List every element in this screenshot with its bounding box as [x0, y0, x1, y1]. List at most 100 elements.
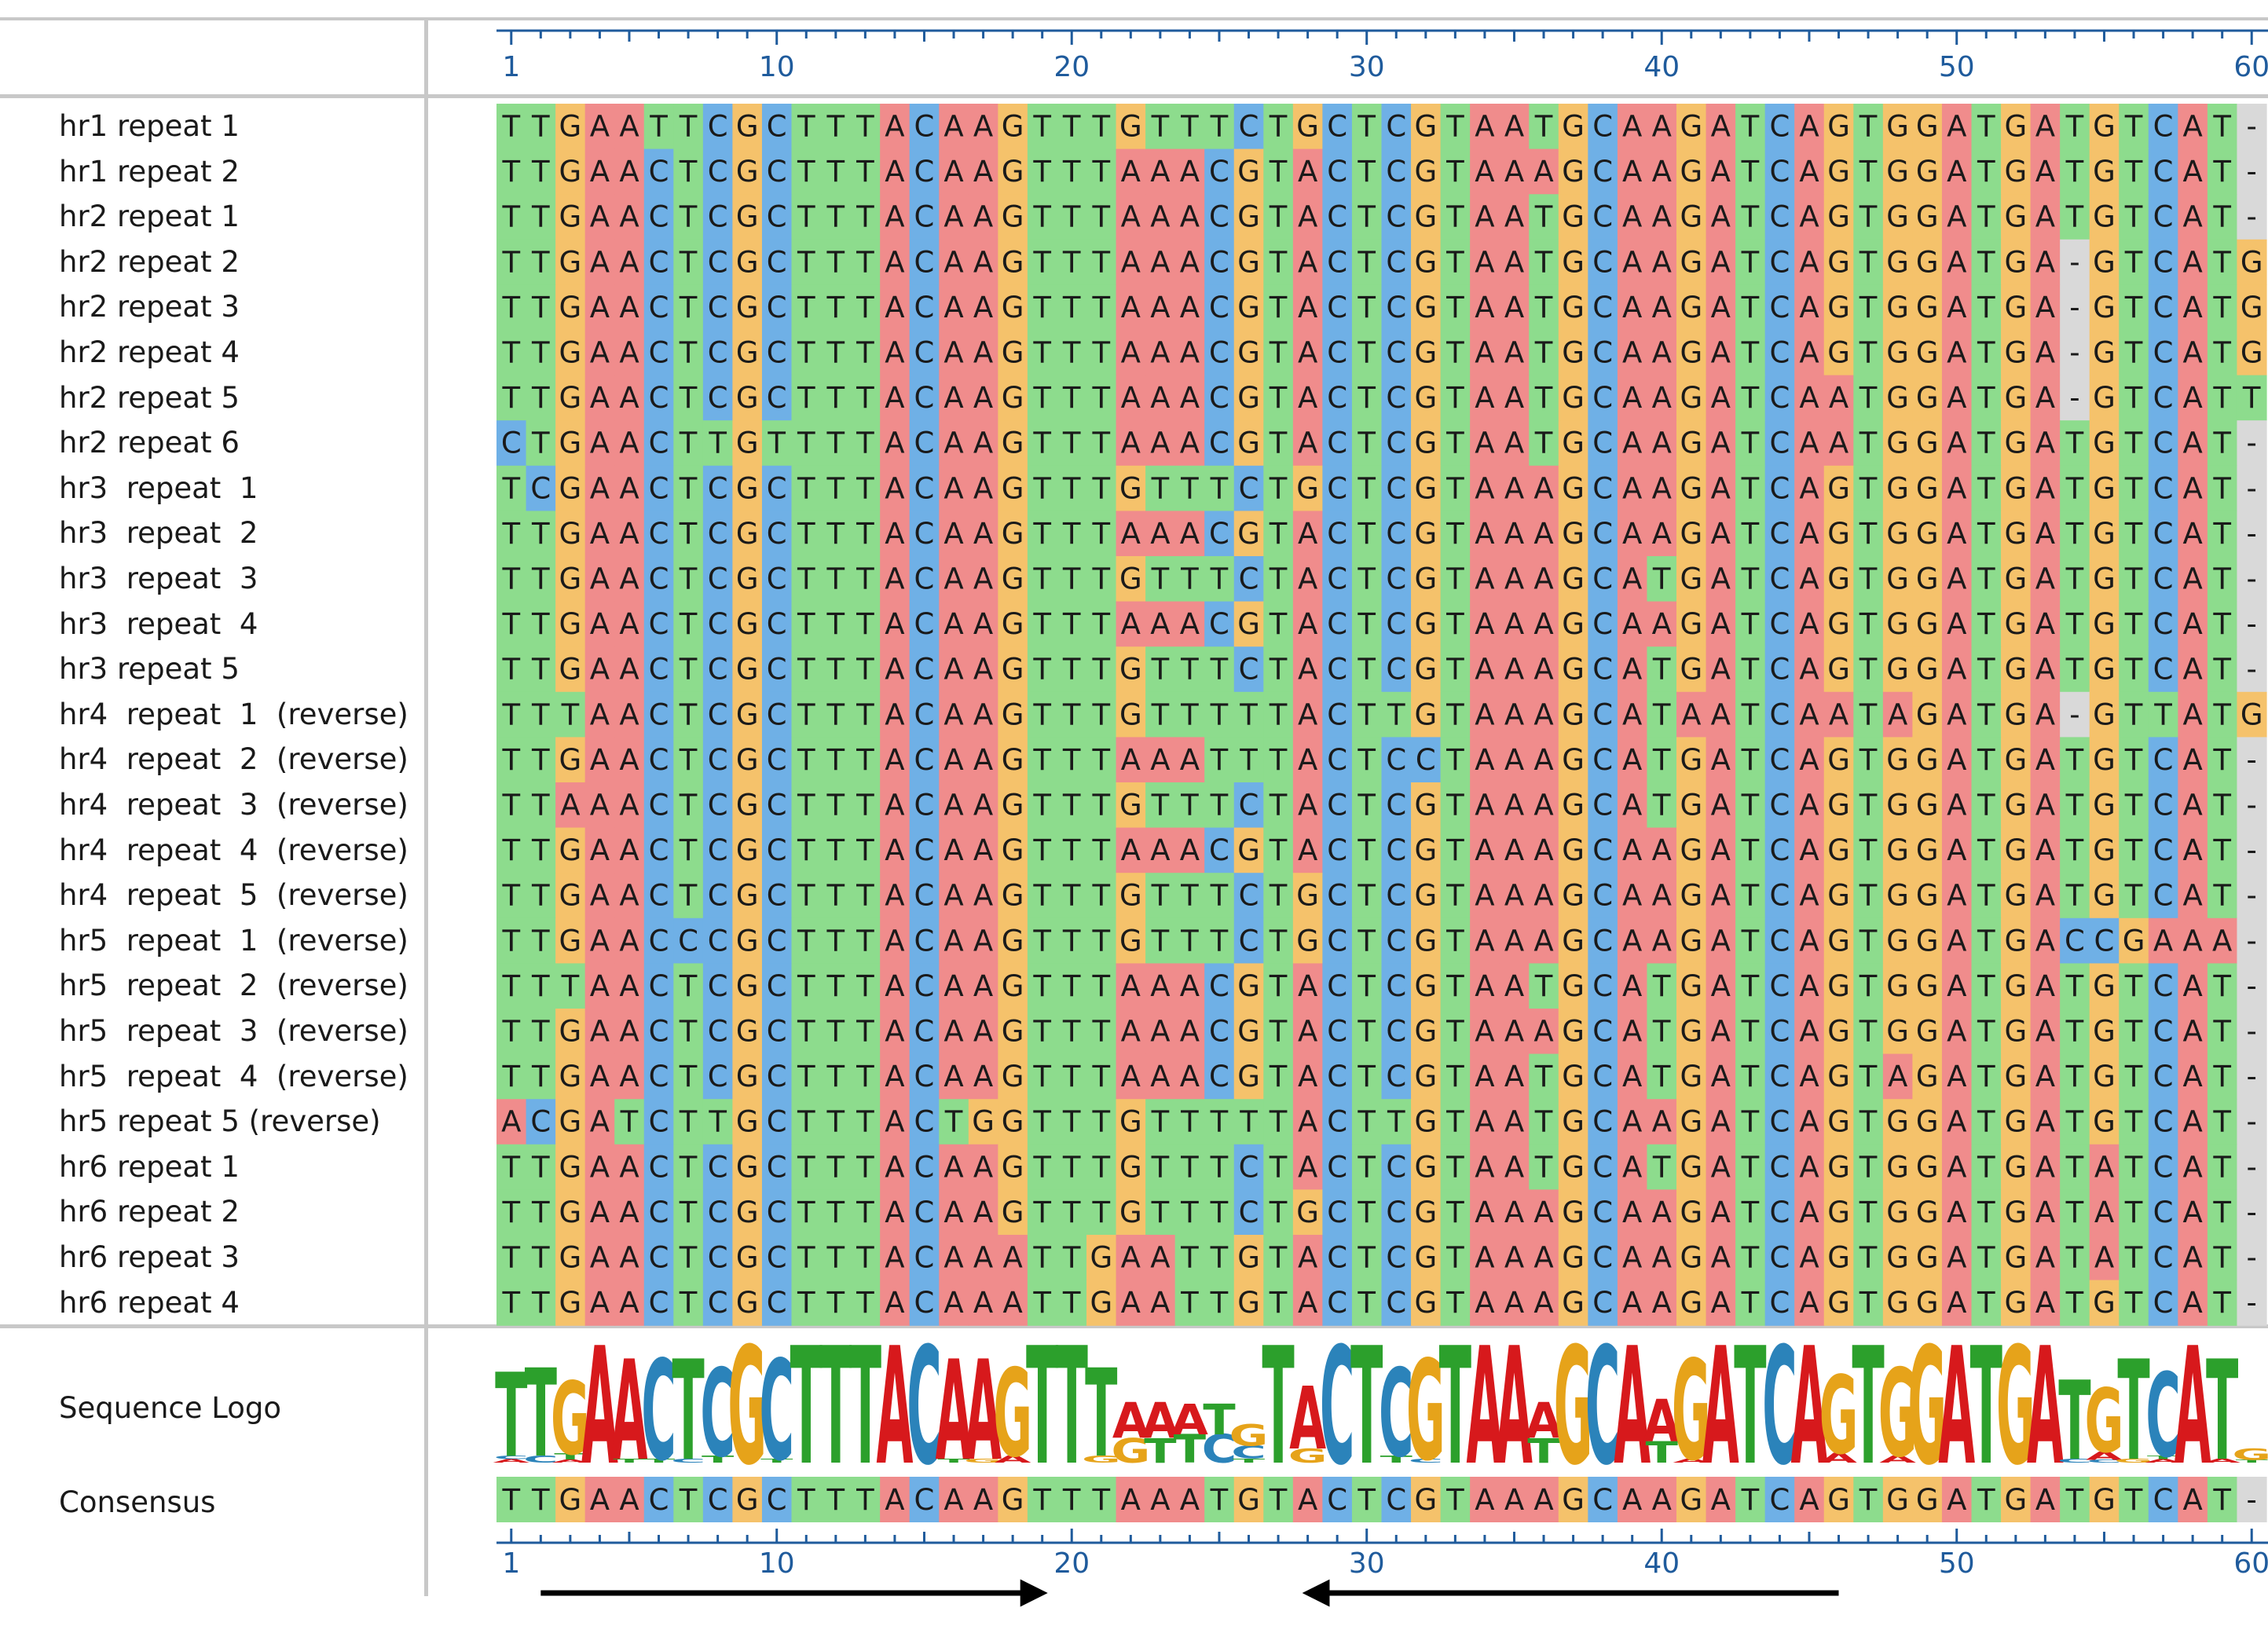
residue-letter: C [1327, 879, 1347, 913]
residue-letter: C [708, 1060, 728, 1093]
residue-letter: T [856, 427, 874, 460]
residue-letter: T [1741, 1240, 1760, 1274]
residue-letter: A [1298, 698, 1317, 731]
residue-letter: T [1357, 1150, 1376, 1184]
residue-letter: T [1091, 1014, 1110, 1048]
residue-letter: A [1947, 1014, 1966, 1048]
residue-cell [1116, 104, 1146, 150]
residue-letter: A [943, 155, 963, 189]
residue-letter: A [1150, 743, 1170, 777]
residue-letter: G [1414, 517, 1437, 551]
residue-letter: A [1298, 291, 1317, 324]
logo-letter: C [759, 1335, 793, 1469]
residue-letter: C [649, 607, 669, 641]
residue-letter: G [2093, 788, 2116, 822]
residue-letter: C [1592, 743, 1613, 777]
consensus-letter: A [1475, 1483, 1494, 1517]
residue-letter: T [1032, 879, 1051, 913]
residue-letter: C [1770, 381, 1790, 415]
residue-letter: T [1210, 1286, 1229, 1320]
residue-letter: A [1504, 833, 1524, 867]
residue-letter: - [2247, 1286, 2257, 1320]
residue-cell [1794, 104, 1825, 150]
residue-letter: A [1622, 291, 1642, 324]
residue-letter: T [797, 653, 815, 687]
residue-letter: T [679, 607, 698, 641]
residue-letter: T [826, 1286, 845, 1320]
residue-letter: A [1652, 1286, 1672, 1320]
residue-letter: G [1414, 381, 1437, 415]
residue-letter: T [679, 1060, 698, 1093]
top-border [0, 17, 2268, 20]
residue-letter: C [1770, 969, 1790, 1003]
residue-letter: T [2124, 517, 2143, 551]
residue-letter: T [1239, 1105, 1258, 1139]
residue-letter: A [1504, 471, 1524, 505]
residue-letter: A [1504, 517, 1524, 551]
residue-letter: T [826, 562, 845, 595]
residue-letter: T [856, 1196, 874, 1229]
residue-letter: G [1562, 1286, 1585, 1320]
residue-letter: A [1180, 833, 1200, 867]
residue-letter: T [1091, 788, 1110, 822]
residue-letter: A [1150, 1014, 1170, 1048]
residue-letter: T [797, 155, 815, 189]
residue-letter: G [2093, 698, 2116, 731]
residue-letter: T [1357, 291, 1376, 324]
residue-letter: T [2212, 1286, 2231, 1320]
residue-letter: T [1210, 924, 1229, 958]
residue-letter: A [1475, 969, 1494, 1003]
residue-letter: A [619, 788, 639, 822]
residue-letter: C [1327, 109, 1347, 143]
residue-letter: G [1237, 969, 1260, 1003]
residue-letter: G [1002, 833, 1024, 867]
residue-letter: T [531, 653, 550, 687]
residue-letter: A [2182, 607, 2202, 641]
residue-letter: T [501, 1286, 520, 1320]
residue-letter: C [1386, 833, 1406, 867]
residue-letter: A [1298, 517, 1317, 551]
residue-letter: A [2035, 427, 2055, 460]
residue-letter: A [1504, 109, 1524, 143]
residue-letter: A [973, 607, 993, 641]
residue-letter: A [1533, 1240, 1553, 1274]
residue-letter: C [649, 743, 669, 777]
residue-letter: G [1916, 335, 1939, 369]
residue-letter: G [2241, 698, 2263, 731]
residue-letter: T [856, 788, 874, 822]
residue-letter: T [1062, 653, 1081, 687]
residue-letter: T [1032, 427, 1051, 460]
residue-letter: A [1504, 562, 1524, 595]
residue-cell [1470, 104, 1500, 150]
residue-letter: C [1386, 879, 1406, 913]
residue-letter: G [1237, 427, 1260, 460]
residue-letter: G [1296, 1196, 1319, 1229]
residue-letter: A [1652, 200, 1672, 234]
residue-letter: T [1091, 1060, 1110, 1093]
residue-letter: T [2212, 427, 2231, 460]
residue-letter: G [1827, 562, 1850, 595]
residue-letter: A [1533, 1196, 1553, 1229]
residue-letter: C [914, 245, 935, 279]
residue-letter: T [1445, 245, 1464, 279]
residue-letter: A [619, 969, 639, 1003]
residue-letter: A [1799, 245, 1819, 279]
residue-cell [1057, 104, 1087, 150]
residue-letter: T [856, 1014, 874, 1048]
residue-letter: C [2153, 335, 2174, 369]
residue-letter: T [797, 1286, 815, 1320]
residue-letter: C [649, 1196, 669, 1229]
residue-letter: T [2124, 698, 2143, 731]
residue-letter: T [1741, 1014, 1760, 1048]
consensus-letter: T [679, 1483, 698, 1517]
residue-letter: T [1445, 879, 1464, 913]
residue-letter: G [1414, 245, 1437, 279]
residue-letter: A [1121, 1286, 1141, 1320]
residue-letter: C [1209, 155, 1229, 189]
residue-letter: A [1947, 833, 1966, 867]
residue-letter: A [2153, 924, 2173, 958]
residue-letter: T [1859, 471, 1878, 505]
residue-letter: G [1562, 1240, 1585, 1274]
residue-letter: T [2124, 607, 2143, 641]
